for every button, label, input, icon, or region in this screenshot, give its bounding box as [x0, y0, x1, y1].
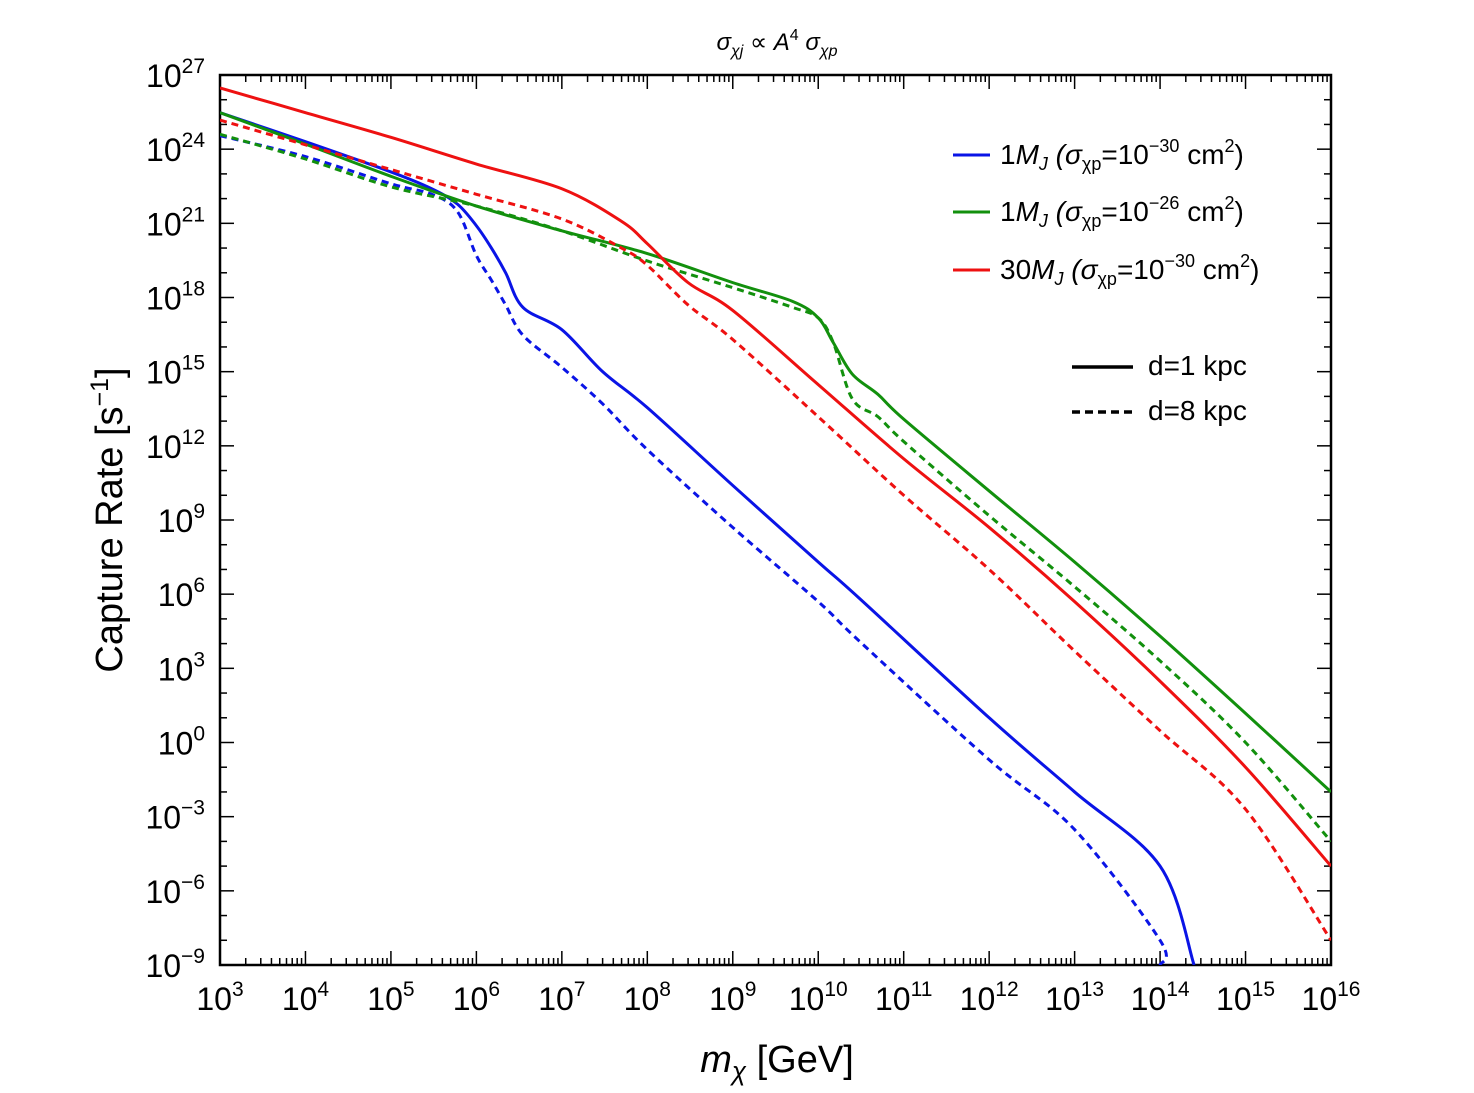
- y-tick-label: 106: [158, 574, 205, 613]
- y-tick-label: 109: [158, 500, 205, 539]
- x-tick-label: 1012: [960, 978, 1019, 1017]
- x-tick-label: 106: [453, 978, 500, 1017]
- y-tick-label: 1018: [146, 278, 205, 317]
- y-axis-title: Capture Rate [s−1]: [86, 367, 131, 672]
- x-tick-label: 1014: [1131, 978, 1190, 1017]
- chart-title: σχj ∝ A4 σχp: [717, 27, 838, 60]
- legend-entry-1mj-26: 1MJ (σχp=10−26 cm2): [953, 193, 1244, 231]
- x-tick-label: 1010: [789, 978, 848, 1017]
- y-tick-label: 1027: [146, 55, 205, 94]
- legend-entry-1mj-30: 1MJ (σχp=10−30 cm2): [953, 136, 1244, 174]
- y-tick-label: 10−9: [145, 945, 205, 984]
- y-tick-label: 10−3: [145, 797, 205, 836]
- y-tick-label: 1021: [146, 203, 205, 242]
- legend-label-1mj-30: 1MJ (σχp=10−30 cm2): [1000, 136, 1244, 174]
- series-group: [220, 86, 1331, 965]
- legend-label-30mj-30: 30MJ (σχp=10−30 cm2): [1000, 251, 1259, 289]
- y-tick-label: 100: [158, 723, 205, 762]
- ticks-group: [219, 74, 1332, 966]
- x-tick-label: 1015: [1216, 978, 1275, 1017]
- legend: 1MJ (σχp=10−30 cm2) 1MJ (σχp=10−26 cm2) …: [953, 136, 1259, 426]
- legend-label-1mj-26: 1MJ (σχp=10−26 cm2): [1000, 193, 1244, 231]
- x-tick-label: 1016: [1302, 978, 1361, 1017]
- series-line-1: [220, 134, 1168, 965]
- x-tick-label: 108: [624, 978, 671, 1017]
- series-line-3: [220, 132, 1331, 843]
- legend-entry-d8: d=8 kpc: [1072, 395, 1247, 426]
- y-tick-label: 1012: [146, 426, 205, 465]
- x-tick-label: 103: [196, 978, 243, 1017]
- legend-entry-d1: d=1 kpc: [1072, 350, 1247, 381]
- x-tick-label: 109: [709, 978, 756, 1017]
- y-tick-label: 1024: [146, 129, 205, 168]
- legend-label-d1: d=1 kpc: [1148, 350, 1247, 381]
- x-tick-label: 1013: [1045, 978, 1104, 1017]
- series-line-4: [220, 86, 1331, 868]
- legend-label-d8: d=8 kpc: [1148, 395, 1247, 426]
- x-tick-label: 107: [538, 978, 585, 1017]
- legend-entry-30mj-30: 30MJ (σχp=10−30 cm2): [953, 251, 1259, 289]
- series-line-5: [220, 118, 1331, 942]
- x-axis-title: mχ [GeV]: [700, 1039, 854, 1086]
- y-tick-label: 1015: [146, 352, 205, 391]
- tick-labels-group: 103 104 105 106 107 108 109 1010 1011 1012 1013 101…: [145, 55, 1360, 1017]
- series-line-0: [220, 111, 1196, 965]
- y-tick-label: 103: [158, 648, 205, 687]
- y-tick-label: 10−6: [145, 871, 205, 910]
- series-line-2: [220, 111, 1331, 794]
- x-tick-label: 1011: [875, 978, 932, 1017]
- x-tick-label: 105: [367, 978, 414, 1017]
- x-tick-label: 104: [282, 978, 330, 1017]
